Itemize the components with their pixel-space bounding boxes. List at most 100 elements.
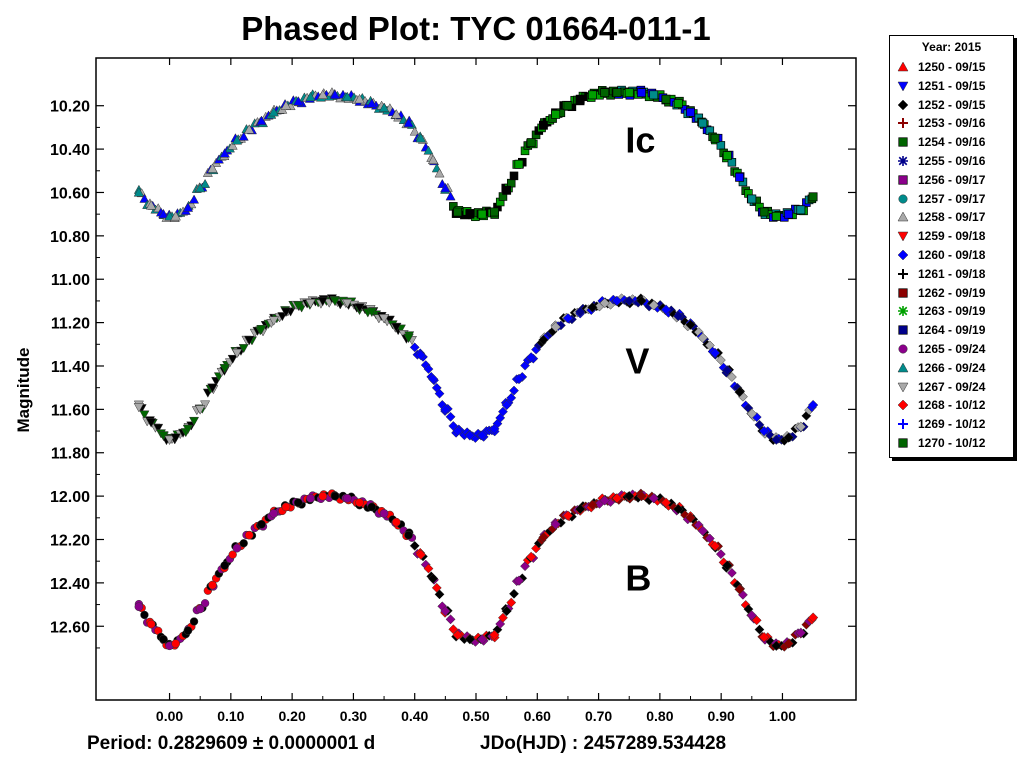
data-point [673,310,684,322]
legend-marker [898,419,908,430]
data-point [409,342,420,353]
data-point [754,624,765,635]
legend-marker-icon [898,194,908,204]
data-point [587,302,598,313]
data-point [227,354,238,364]
legend-marker-icon [898,438,908,448]
data-point [317,296,328,307]
legend-label: 1267 - 09/24 [918,379,986,394]
data-point [636,490,647,502]
legend-marker-icon [898,306,908,317]
data-point [477,209,487,219]
data-point [498,406,508,417]
data-point [758,425,770,437]
data-point [194,182,206,193]
legend-label: 1264 - 09/19 [918,323,986,338]
data-point [734,386,745,398]
x-tick-label: 0.70 [585,708,612,724]
data-point [146,619,156,629]
data-point [194,405,206,415]
data-point [207,383,218,393]
data-point [145,418,157,428]
y-tick-label: 12.60 [50,619,90,636]
data-point [501,399,512,411]
data-point [722,151,732,161]
data-point [722,560,733,571]
x-tick-label: 0.90 [708,708,735,724]
y-tick-label: 10.60 [50,185,90,202]
legend-marker-icon [898,419,908,430]
legend-marker [897,249,909,261]
chart-footer: Period: 0.2829609 ± 0.0000001 d JDo(HJD)… [0,733,1024,763]
legend-label: 1255 - 09/16 [918,154,986,168]
legend-marker-icon [897,400,909,411]
data-point [317,89,328,99]
data-point [208,580,217,590]
data-point [158,208,169,219]
legend-marker-icon [898,175,908,185]
data-point [268,316,279,326]
legend-marker-icon [897,99,909,110]
data-point [498,612,508,623]
data-point [378,314,390,324]
legend-item: 1266 - 09/24 [896,359,1011,377]
data-point [600,88,610,98]
data-point [747,194,757,204]
legend-item: 1270 - 10/12 [896,434,1011,452]
legend-marker-icon [898,268,908,279]
legend-marker [897,99,909,110]
data-point [796,205,806,215]
data-point [133,187,145,197]
chart-marks [133,85,819,652]
data-point [526,138,536,148]
legend-label: 1270 - 10/12 [918,436,986,450]
data-point [293,96,304,106]
legend: Year: 2015 1250 - 09/15 1251 - 09/15 1252 … [889,35,1014,458]
data-point [140,610,149,620]
data-point [735,172,744,182]
data-point [506,392,517,403]
series-V [133,293,819,446]
legend-item: 1251 - 09/15 [896,77,1011,95]
data-point [182,202,194,212]
data-point [403,117,414,128]
x-tick-label: 0.00 [156,708,183,724]
legend-marker [897,400,909,411]
x-tick-label: 0.80 [646,708,673,724]
data-point [495,618,506,629]
data-point [709,347,721,359]
data-point [452,629,463,641]
data-point [330,491,340,501]
data-point [195,604,205,614]
legend-item: 1261 - 09/18 [896,265,1011,283]
legend-item: 1264 - 09/19 [896,321,1011,339]
data-point [379,509,389,518]
plot-area [95,57,857,701]
data-point [244,530,254,540]
data-point [575,503,586,515]
data-point [587,499,598,510]
data-point [133,403,145,413]
data-point [227,140,238,150]
data-point [502,185,512,195]
legend-label: 1250 - 09/15 [918,60,986,74]
legend-marker-icon [897,382,909,393]
legend-item: 1260 - 09/18 [896,246,1011,264]
data-point [367,502,377,512]
data-point [506,597,517,608]
legend-marker [898,344,908,354]
y-tick-label: 10.20 [50,99,90,116]
legend-item: 1259 - 09/18 [896,227,1011,245]
data-point [551,109,561,119]
legend-marker [898,325,908,335]
x-tick-label: 0.60 [524,708,551,724]
data-point [231,135,243,145]
y-tick-label: 11.20 [51,316,90,333]
data-point [427,373,439,385]
data-point [378,102,390,112]
data-point [673,503,684,515]
data-point [526,352,537,363]
data-point [489,207,499,217]
data-point [660,497,672,508]
data-point [648,493,659,504]
